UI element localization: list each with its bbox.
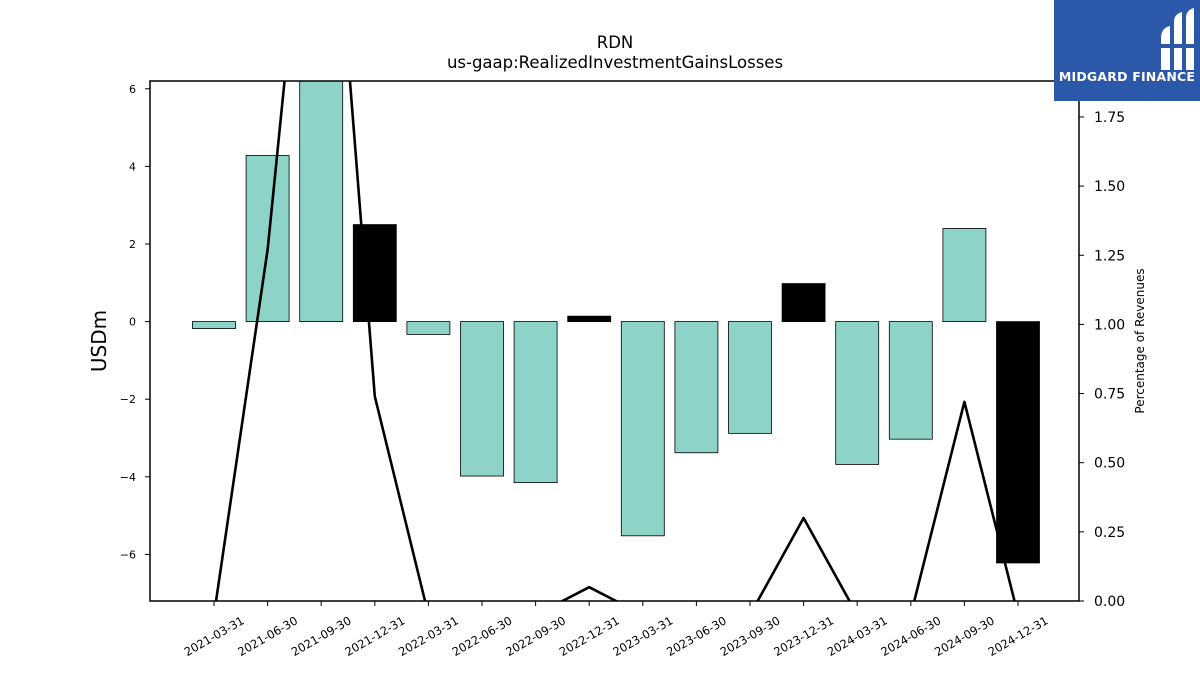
bar xyxy=(406,321,451,335)
y-tick-label-right: 1.25 xyxy=(1094,248,1125,264)
brand-logo: MIDGARD FINANCE xyxy=(1054,0,1200,101)
y-tick-label-left: −6 xyxy=(120,548,136,561)
y-axis-label-left: USDm xyxy=(87,310,111,372)
bar xyxy=(620,321,665,537)
y-tick-label-left: 0 xyxy=(129,316,136,329)
x-tick-label: 2021-03-31 xyxy=(182,613,247,659)
y-tick-label-right: 1.50 xyxy=(1094,179,1125,195)
x-tick-label: 2022-09-30 xyxy=(503,613,568,659)
y-tick-label-right: 1.00 xyxy=(1094,317,1125,333)
y-tick-label-right: 0.75 xyxy=(1094,387,1125,403)
chart-title: RDN xyxy=(597,33,634,52)
y-tick-label-right: 0.50 xyxy=(1094,456,1125,472)
x-tick-label: 2024-12-31 xyxy=(986,613,1051,659)
bar xyxy=(460,321,504,477)
x-tick-label: 2024-06-30 xyxy=(878,613,943,659)
bar xyxy=(192,321,236,329)
x-tick-label: 2023-12-31 xyxy=(771,613,836,659)
x-tick-label: 2023-03-31 xyxy=(610,613,675,659)
x-tick-label: 2023-09-30 xyxy=(718,613,783,659)
logo-text: MIDGARD FINANCE xyxy=(1058,69,1196,84)
bar xyxy=(352,224,397,322)
bar xyxy=(996,321,1040,564)
y-tick-label-right: 0.25 xyxy=(1094,525,1125,541)
x-tick-label: 2024-09-30 xyxy=(932,613,997,659)
y-tick-label-left: 4 xyxy=(129,160,136,173)
chart-subtitle: us-gaap:RealizedInvestmentGainsLosses xyxy=(447,53,783,72)
bar xyxy=(942,228,987,322)
x-tick-label: 2022-06-30 xyxy=(450,613,515,659)
bar xyxy=(674,321,719,454)
plot-frame xyxy=(149,80,1080,602)
x-tick-label: 2022-12-31 xyxy=(557,613,622,659)
bar xyxy=(299,81,344,322)
x-tick-label: 2022-03-31 xyxy=(396,613,461,659)
bar xyxy=(888,321,933,440)
y-axis-right: 0.00 0.25 0.50 0.75 1.00 1.25 1.50 1.75 xyxy=(1079,110,1125,610)
y-tick-label-right: 0.00 xyxy=(1094,594,1125,610)
bar xyxy=(728,321,772,434)
bar-series xyxy=(192,81,1040,564)
bar xyxy=(781,283,826,322)
y-tick-label-right: 1.75 xyxy=(1094,110,1125,126)
y-axis-left: −6 −4 −2 0 2 4 6 xyxy=(120,83,150,561)
x-tick-label: 2024-03-31 xyxy=(825,613,890,659)
bar xyxy=(835,321,880,465)
y-axis-label-right: Percentage of Revenues xyxy=(1133,268,1147,413)
y-tick-label-left: −4 xyxy=(120,471,136,484)
y-tick-label-left: −2 xyxy=(120,393,136,406)
x-tick-label: 2021-12-31 xyxy=(342,613,407,659)
y-tick-label-left: 6 xyxy=(129,83,136,96)
midgard-logo-icon xyxy=(1160,8,1196,70)
y-tick-label-left: 2 xyxy=(129,238,136,251)
x-tick-label: 2021-06-30 xyxy=(235,613,300,659)
x-tick-label: 2021-09-30 xyxy=(289,613,354,659)
x-axis: 2021-03-312021-06-302021-09-302021-12-31… xyxy=(182,601,1051,659)
bar xyxy=(513,321,558,484)
bar xyxy=(567,315,612,322)
x-tick-label: 2023-06-30 xyxy=(664,613,729,659)
